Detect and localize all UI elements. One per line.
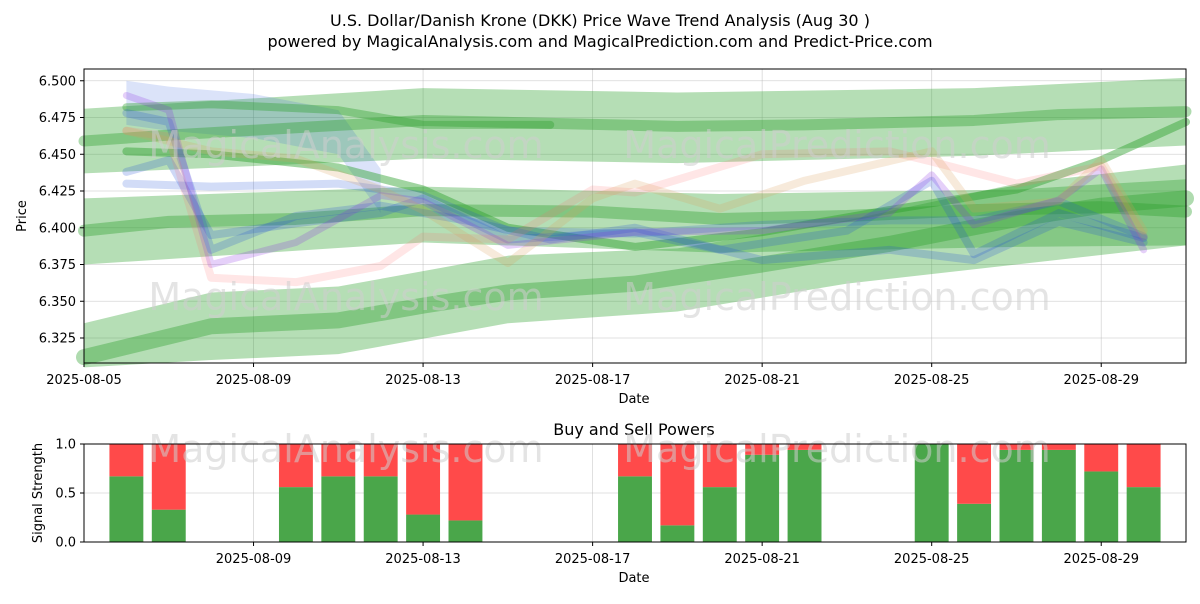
buy-power-bar (1084, 471, 1119, 542)
signal-x-axis-label: Date (618, 571, 649, 586)
sell-power-bar (1041, 444, 1076, 450)
buy-power-bar (999, 449, 1034, 542)
buy-power-bar (702, 487, 737, 542)
price-bands (84, 77, 1186, 368)
buy-power-bar (660, 525, 695, 542)
price-y-tick-label: 6.325 (39, 332, 76, 347)
sell-power-bar (448, 444, 483, 521)
price-wave-line (78, 106, 1192, 147)
price-wave-line (76, 190, 1194, 366)
sell-power-bar (957, 444, 992, 504)
price-wave-line (122, 156, 1148, 259)
buy-power-bar (1041, 449, 1076, 542)
price-wave-line (122, 100, 555, 129)
price-wave-band (84, 179, 1186, 265)
sell-power-bar (702, 444, 737, 488)
buy-power-bar (406, 514, 441, 542)
price-wave-line (122, 179, 1148, 241)
signal-y-tick-label: 1.0 (55, 438, 76, 453)
price-x-tick-label: 2025-08-13 (385, 373, 461, 388)
signal-y-tick-label: 0.0 (55, 536, 76, 551)
signal-x-tick-label: 2025-08-13 (385, 552, 461, 567)
watermark-analysis-middle: MagicalAnalysis.com (148, 275, 543, 319)
buy-power-bar (278, 487, 313, 542)
price-y-axis-label: Price (15, 200, 30, 232)
signal-x-tick-label: 2025-08-25 (894, 552, 970, 567)
signal-plot: Buy and Sell Powers MagicalAnalysis.com … (31, 420, 1187, 586)
sell-power-bar (745, 444, 780, 455)
price-x-tick-label: 2025-08-21 (724, 373, 800, 388)
price-axes: 2025-08-05 2025-08-09 2025-08-13 2025-08-17… (39, 74, 1139, 388)
buy-power-bar (957, 503, 992, 542)
price-wave-line (122, 109, 1148, 265)
price-y-tick-label: 6.475 (39, 111, 76, 126)
price-y-tick-label: 6.350 (39, 295, 76, 310)
watermark-analysis-top: MagicalAnalysis.com (148, 123, 543, 167)
sell-power-bar (321, 444, 356, 477)
watermark-prediction-middle: MagicalPrediction.com (623, 275, 1051, 319)
watermark-prediction-bottom: MagicalPrediction.com (623, 427, 1051, 471)
signal-y-tick-label: 0.5 (55, 487, 76, 502)
buy-power-bar (321, 476, 356, 542)
buy-power-bar (618, 476, 652, 542)
signal-x-tick-label: 2025-08-29 (1063, 552, 1139, 567)
sell-power-bar (1084, 444, 1119, 472)
buy-power-bar (745, 454, 780, 542)
buy-power-bar (448, 520, 483, 542)
chart-subtitle: powered by MagicalAnalysis.com and Magic… (267, 32, 932, 51)
signal-x-tick-label: 2025-08-21 (724, 552, 800, 567)
watermark-prediction-top: MagicalPrediction.com (623, 123, 1051, 167)
price-y-tick-label: 6.400 (39, 221, 76, 236)
price-x-tick-label: 2025-08-29 (1063, 373, 1139, 388)
signal-axes: 2025-08-09 2025-08-13 2025-08-17 2025-08-21… (55, 438, 1139, 568)
price-wave-lines (76, 91, 1194, 366)
price-grid (83, 69, 1186, 363)
price-wave-line (122, 126, 1148, 268)
sell-power-bar (363, 444, 398, 477)
sell-power-bar (109, 444, 144, 477)
signal-bars (109, 444, 1161, 542)
buy-power-bar (787, 449, 822, 542)
buy-power-bar (1126, 487, 1161, 542)
watermark-analysis-bottom: MagicalAnalysis.com (148, 427, 543, 471)
sell-power-bar (618, 444, 652, 477)
sell-power-bar (999, 444, 1034, 450)
signal-x-tick-label: 2025-08-09 (216, 552, 292, 567)
price-x-tick-label: 2025-08-17 (555, 373, 631, 388)
price-y-tick-label: 6.500 (39, 74, 76, 89)
sell-power-bar (406, 444, 441, 515)
price-wave-line (122, 117, 1190, 251)
price-wave-band (84, 77, 1186, 174)
price-x-tick-label: 2025-08-09 (216, 373, 292, 388)
price-wave-band (126, 80, 381, 214)
price-wave-line (122, 126, 1148, 287)
price-x-tick-label: 2025-08-25 (894, 373, 970, 388)
signal-chart-title: Buy and Sell Powers (553, 420, 715, 439)
sell-power-bar (787, 444, 822, 450)
chart-title: U.S. Dollar/Danish Krone (DKK) Price Wav… (330, 11, 870, 30)
sell-power-bar (1126, 444, 1161, 488)
buy-power-bar (151, 509, 186, 542)
signal-y-axis-label: Signal Strength (31, 443, 46, 543)
price-y-tick-label: 6.375 (39, 258, 76, 273)
price-y-tick-label: 6.450 (39, 148, 76, 163)
price-x-axis-label: Date (618, 392, 649, 407)
price-plot-frame (83, 68, 1187, 364)
price-wave-band (84, 164, 1186, 368)
sell-power-bar (660, 444, 695, 526)
buy-power-bar (109, 476, 144, 542)
buy-power-bar (363, 476, 398, 542)
price-x-tick-label: 2025-08-05 (46, 373, 122, 388)
signal-x-tick-label: 2025-08-17 (555, 552, 631, 567)
price-wave-line (78, 201, 1192, 237)
buy-power-bar (914, 444, 949, 542)
sell-power-bar (278, 444, 313, 488)
price-plot: MagicalAnalysis.com MagicalPrediction.co… (15, 68, 1194, 407)
price-wave-line (122, 91, 1148, 269)
sell-power-bar (151, 444, 186, 510)
price-y-tick-label: 6.425 (39, 185, 76, 200)
